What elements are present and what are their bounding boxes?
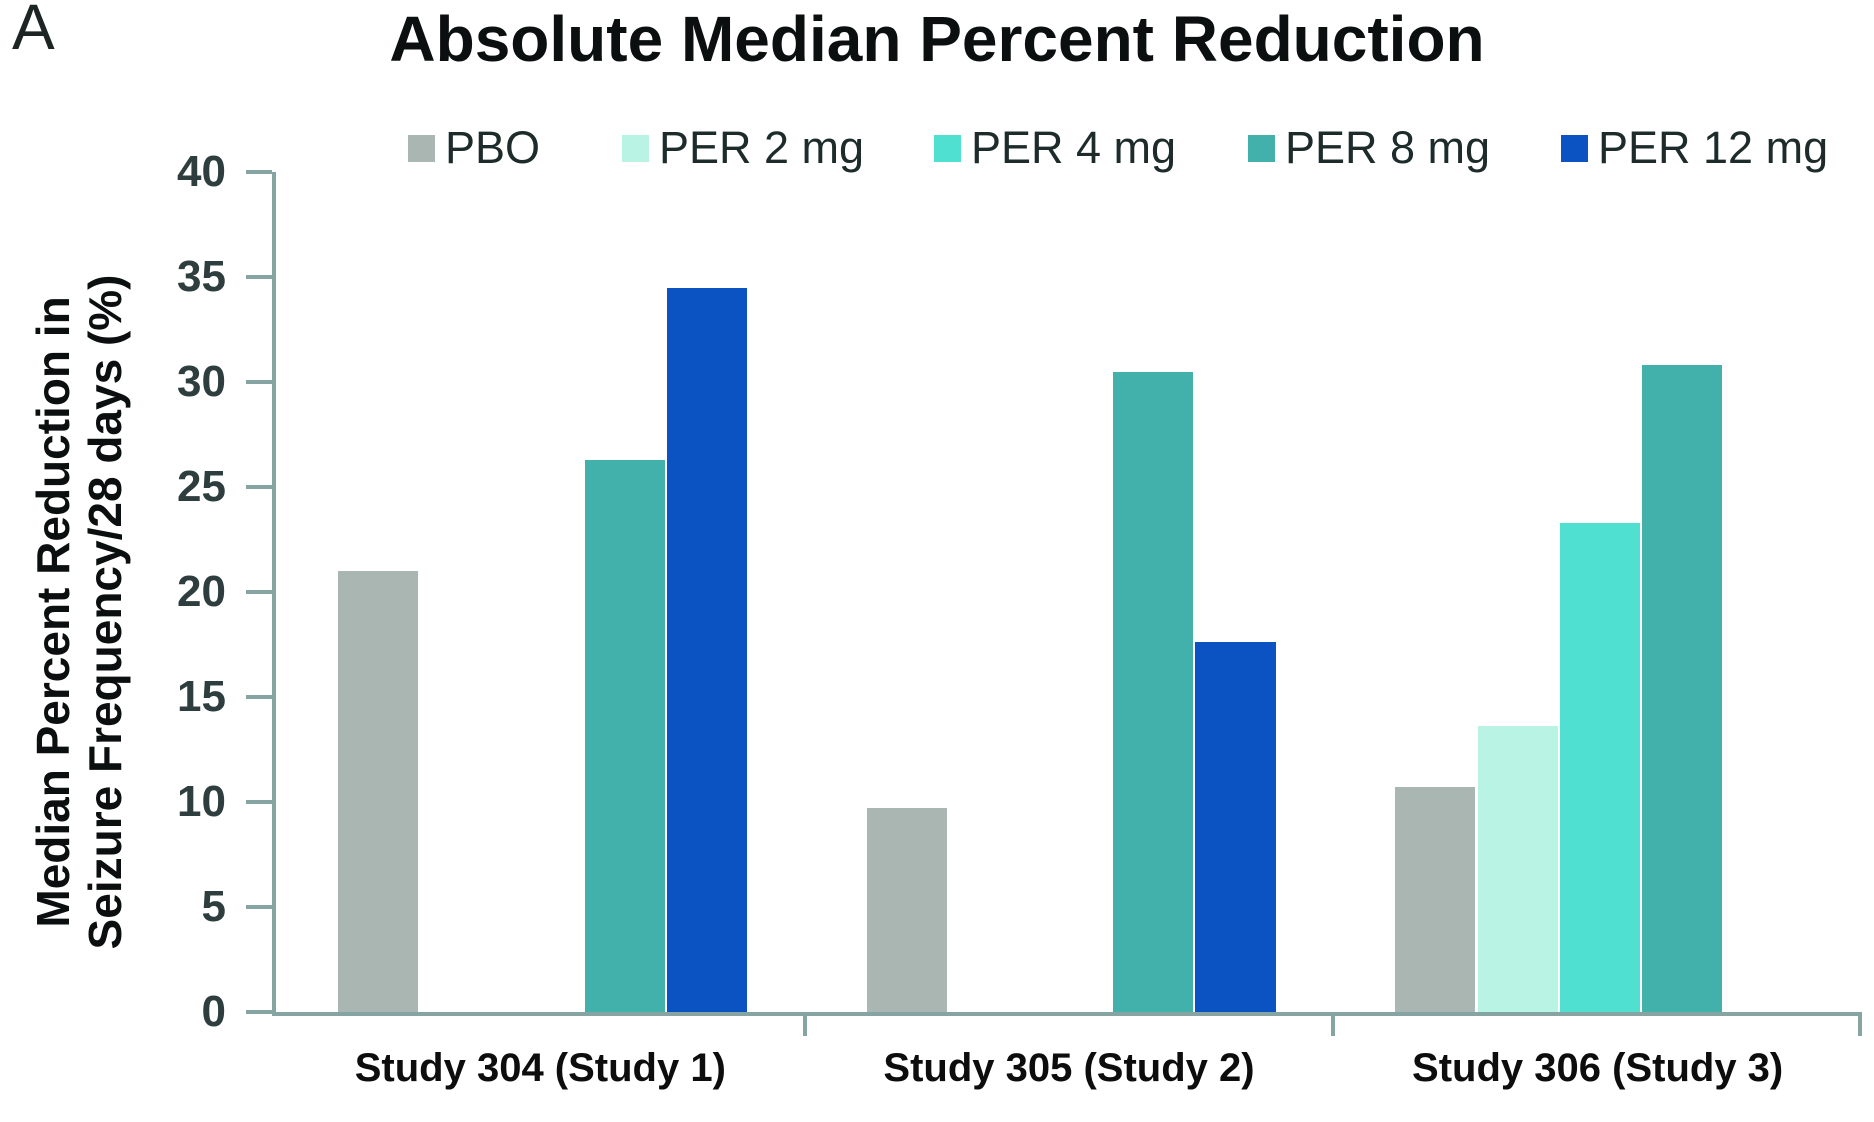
- y-tick-mark: [246, 1010, 272, 1014]
- y-tick-label: 5: [201, 882, 226, 931]
- y-tick-label: 35: [177, 252, 226, 301]
- y-axis-title-line1: Median Percent Reduction in: [27, 296, 80, 928]
- legend-item-per-4-mg: PER 4 mg: [934, 118, 1176, 178]
- x-axis-separator-tick: [1331, 1012, 1336, 1036]
- panel-label: A: [12, 0, 55, 63]
- x-axis-label-study-306-study-3: Study 306 (Study 3): [1412, 1046, 1784, 1090]
- legend: PBO PER 2 mg PER 4 mg PER 8 mg PER 12 mg: [0, 118, 1874, 178]
- legend-swatch-pbo: [408, 134, 435, 162]
- x-axis-separator-tick: [802, 1012, 807, 1036]
- legend-label-per-4-mg: PER 4 mg: [971, 122, 1177, 173]
- legend-item-per-12-mg: PER 12 mg: [1561, 118, 1828, 178]
- chart-title: Absolute Median Percent Reduction: [389, 3, 1485, 75]
- y-tick-mark: [246, 695, 272, 699]
- bar-study-305-study-2-per-12-mg: [1194, 642, 1277, 1012]
- legend-label-per-12-mg: PER 12 mg: [1598, 122, 1829, 173]
- y-tick-label: 25: [177, 462, 226, 511]
- x-axis-end-tick: [1858, 1012, 1862, 1036]
- legend-item-per-2-mg: PER 2 mg: [622, 118, 864, 178]
- legend-swatch-per-12-mg: [1561, 134, 1588, 162]
- legend-label-pbo: PBO: [445, 122, 541, 173]
- y-tick-label: 15: [177, 672, 226, 721]
- bar-study-306-study-3-pbo: [1394, 787, 1477, 1012]
- legend-swatch-per-2-mg: [622, 134, 649, 162]
- bar-study-306-study-3-per-4-mg: [1558, 522, 1641, 1012]
- plot-area: 0 5 10 15 20 25 30 35 40 Study 304 (Study 1) Study…: [177, 150, 1862, 1090]
- bar-study-304-study-1-per-8-mg: [583, 459, 666, 1012]
- y-tick-label: 40: [177, 147, 226, 196]
- x-axis-label-study-304-study-1: Study 304 (Study 1): [354, 1046, 726, 1090]
- y-tick-mark: [246, 590, 272, 594]
- y-tick-mark: [246, 800, 272, 804]
- y-tick-mark: [246, 170, 272, 174]
- y-tick-label: 20: [177, 567, 226, 616]
- y-tick-label: 0: [201, 987, 226, 1036]
- bar-study-305-study-2-pbo: [865, 808, 948, 1012]
- y-tick-label: 30: [177, 357, 226, 406]
- legend-label-per-8-mg: PER 8 mg: [1285, 122, 1491, 173]
- y-tick-mark: [246, 275, 272, 279]
- bar-study-305-study-2-per-8-mg: [1112, 371, 1195, 1012]
- bar-study-306-study-3-per-2-mg: [1476, 726, 1559, 1012]
- legend-item-per-8-mg: PER 8 mg: [1248, 118, 1490, 178]
- bar-study-304-study-1-pbo: [337, 571, 420, 1012]
- bar-study-304-study-1-per-12-mg: [665, 287, 748, 1012]
- y-tick-mark: [246, 905, 272, 909]
- y-tick-mark: [246, 380, 272, 384]
- legend-swatch-per-8-mg: [1248, 134, 1275, 162]
- y-tick-mark: [246, 485, 272, 489]
- legend-swatch-per-4-mg: [934, 134, 961, 162]
- legend-item-pbo: PBO: [408, 118, 540, 178]
- bar-study-306-study-3-per-8-mg: [1640, 365, 1723, 1012]
- legend-label-per-2-mg: PER 2 mg: [659, 122, 865, 173]
- x-axis-label-study-305-study-2: Study 305 (Study 2): [883, 1046, 1255, 1090]
- y-tick-label: 10: [177, 777, 226, 826]
